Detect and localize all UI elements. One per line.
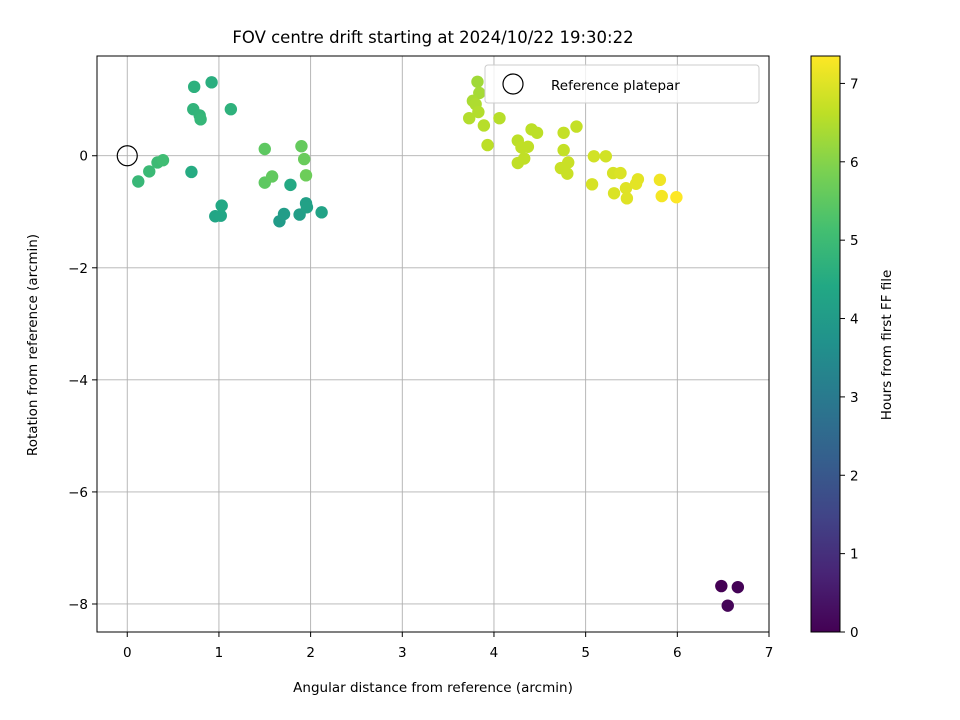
reference-platepar-marker [116,145,138,167]
data-point [521,140,535,153]
data-point [205,76,218,89]
data-point [631,173,645,186]
data-point [472,105,485,119]
data-point [493,111,506,125]
data-point [619,182,633,195]
legend-label-reference: Reference platepar [551,78,680,94]
x-tick-label: 0 [123,645,132,661]
legend-marker-reference [502,73,524,95]
data-point [258,142,271,156]
data-point [215,199,228,212]
data-point [670,190,683,204]
colorbar-tick-label: 1 [850,547,859,563]
x-tick-label: 6 [673,645,682,661]
data-point [299,169,313,182]
data-point [156,154,170,167]
colorbar-tick-label: 5 [850,233,859,249]
data-point [481,138,494,152]
data-point [214,209,227,222]
colorbar-tick-label: 2 [850,468,859,484]
data-point [607,187,621,200]
y-tick-label: 0 [79,149,88,165]
data-point [614,166,627,180]
y-tick-label: −2 [68,261,88,277]
legend-box [484,64,760,104]
data-point [143,165,156,178]
x-tick-label: 2 [306,645,315,661]
data-point [721,599,734,612]
data-point [132,175,145,188]
data-point [284,178,297,192]
data-point [315,206,328,219]
data-point [194,113,207,126]
data-point [277,207,291,221]
data-point [653,173,667,187]
data-point [187,80,201,94]
axes-frame [96,55,770,633]
data-point [620,192,634,205]
colorbar-tick-label: 4 [850,312,859,328]
data-point [477,119,491,132]
chart-title: FOV centre drift starting at 2024/10/22 … [232,28,633,47]
data-point [715,579,728,593]
legend: Reference platepar [484,64,760,104]
data-point [557,143,570,157]
colorbar-tick-label: 3 [850,390,859,406]
colorbar-label: Hours from first FF file [879,270,895,421]
data-point [530,126,544,139]
data-point [587,150,601,163]
colorbar-tick-label: 7 [850,76,859,92]
data-point [557,126,570,139]
y-tick-label: −6 [68,485,88,501]
data-point [265,170,279,183]
data-point [297,152,311,166]
data-point [731,580,745,594]
data-point [585,178,599,191]
data-point [599,150,613,163]
x-tick-label: 4 [490,645,499,661]
data-point [655,189,668,203]
x-tick-label: 3 [398,645,407,661]
data-point [224,103,238,116]
data-point [561,167,574,180]
data-point [300,201,314,214]
y-tick-label: −4 [68,373,88,389]
data-point [570,120,583,133]
colorbar: 0 1 2 3 4 5 6 7 [810,55,859,641]
colorbar-tick-label: 0 [850,625,859,641]
x-tick-label: 7 [765,645,774,661]
x-tick-label: 1 [215,645,224,661]
data-point [185,165,198,179]
y-tick-label: −8 [68,597,88,613]
data-point [463,111,476,125]
y-axis-label: Rotation from reference (arcmin) [25,234,41,456]
data-point [295,140,308,153]
data-point [471,75,484,88]
x-axis-label: Angular distance from reference (arcmin) [293,680,573,696]
colorbar-gradient [810,55,841,633]
x-tick-label: 5 [581,645,590,661]
colorbar-tick-label: 6 [850,155,859,171]
plot-area: 0 1 2 3 4 5 6 7 −8 −6 −4 −2 0 [68,55,774,661]
data-point [511,156,525,170]
